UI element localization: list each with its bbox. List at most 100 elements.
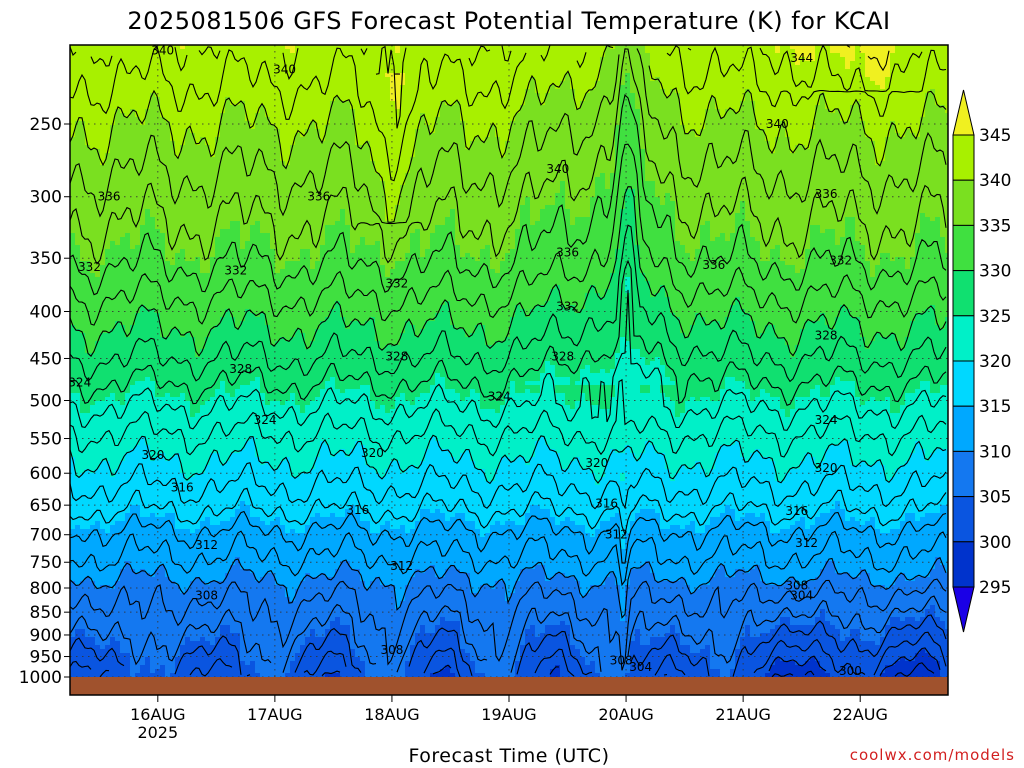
field-cell xyxy=(455,49,461,54)
field-cell xyxy=(855,137,861,142)
field-cell xyxy=(210,69,216,74)
field-cell xyxy=(435,85,441,90)
field-cell xyxy=(365,133,371,138)
field-cell xyxy=(850,121,856,126)
field-cell xyxy=(70,153,76,158)
field-cell xyxy=(265,153,271,158)
field-cell xyxy=(365,157,371,162)
field-cell xyxy=(555,109,561,114)
field-cell xyxy=(200,85,206,90)
field-cell xyxy=(560,137,566,142)
field-cell xyxy=(130,81,136,86)
field-cell xyxy=(570,137,576,142)
field-cell xyxy=(870,121,876,126)
field-cell xyxy=(305,117,311,122)
field-cell xyxy=(550,109,556,114)
field-cell xyxy=(265,81,271,86)
field-cell xyxy=(880,97,886,102)
field-cell xyxy=(875,133,881,138)
field-cell xyxy=(665,69,671,74)
field-cell xyxy=(330,89,336,94)
field-cell xyxy=(70,157,76,162)
field-cell xyxy=(540,89,546,94)
field-cell xyxy=(185,117,191,122)
field-cell xyxy=(485,101,491,106)
field-cell xyxy=(245,85,251,90)
field-cell xyxy=(145,129,151,134)
field-cell xyxy=(370,137,376,142)
field-cell xyxy=(180,85,186,90)
field-cell xyxy=(685,105,691,110)
field-cell xyxy=(345,113,351,118)
field-cell xyxy=(490,69,496,74)
field-cell xyxy=(130,85,136,90)
field-cell xyxy=(715,129,721,134)
field-cell xyxy=(230,85,236,90)
field-cell xyxy=(220,89,226,94)
field-cell xyxy=(245,93,251,98)
field-cell xyxy=(715,93,721,98)
field-cell xyxy=(560,133,566,138)
field-cell xyxy=(785,101,791,106)
field-cell xyxy=(800,133,806,138)
field-cell xyxy=(715,141,721,146)
field-cell xyxy=(790,89,796,94)
field-cell xyxy=(125,53,131,58)
field-cell xyxy=(165,65,171,70)
field-cell xyxy=(430,65,436,70)
field-cell xyxy=(925,113,931,118)
field-cell xyxy=(255,85,261,90)
field-cell xyxy=(670,121,676,126)
field-cell xyxy=(560,149,566,154)
field-cell xyxy=(665,49,671,54)
field-cell xyxy=(470,125,476,130)
field-cell xyxy=(890,133,896,138)
field-cell xyxy=(125,93,131,98)
field-cell xyxy=(585,85,591,90)
field-cell xyxy=(485,141,491,146)
field-cell xyxy=(170,133,176,138)
field-cell xyxy=(275,53,281,58)
field-cell xyxy=(540,49,546,54)
field-cell xyxy=(760,113,766,118)
field-cell xyxy=(300,117,306,122)
field-cell xyxy=(470,69,476,74)
field-cell xyxy=(605,117,611,122)
field-cell xyxy=(830,141,836,146)
field-cell xyxy=(440,153,446,158)
field-cell xyxy=(450,73,456,78)
field-cell xyxy=(120,121,126,126)
field-cell xyxy=(795,93,801,98)
field-cell xyxy=(655,133,661,138)
field-cell xyxy=(365,57,371,62)
field-cell xyxy=(330,85,336,90)
field-cell xyxy=(150,149,156,154)
field-cell xyxy=(125,149,131,154)
field-cell xyxy=(210,57,216,62)
field-cell xyxy=(600,153,606,158)
field-cell xyxy=(215,109,221,114)
field-cell xyxy=(120,153,126,158)
field-cell xyxy=(845,125,851,130)
field-cell xyxy=(465,77,471,82)
field-cell xyxy=(935,133,941,138)
field-cell xyxy=(380,113,386,118)
field-cell xyxy=(95,129,101,134)
field-cell xyxy=(750,73,756,78)
field-cell xyxy=(695,117,701,122)
field-cell xyxy=(820,117,826,122)
field-cell xyxy=(580,81,586,86)
field-cell xyxy=(220,97,226,102)
field-cell xyxy=(380,73,386,78)
field-cell xyxy=(235,89,241,94)
field-cell xyxy=(695,105,701,110)
field-cell xyxy=(395,49,401,54)
field-cell xyxy=(910,97,916,102)
field-cell xyxy=(695,49,701,54)
field-cell xyxy=(780,105,786,110)
field-cell xyxy=(120,85,126,90)
field-cell xyxy=(510,133,516,138)
field-cell xyxy=(420,77,426,82)
field-cell xyxy=(80,113,86,118)
field-cell xyxy=(125,137,131,142)
